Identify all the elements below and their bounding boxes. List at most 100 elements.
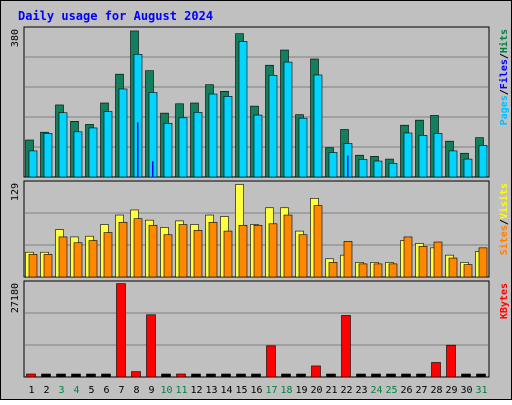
legend-item: Hits xyxy=(498,29,510,53)
bar-kbytes xyxy=(401,373,411,378)
bar-sites xyxy=(238,224,248,278)
panel-visits-sites: 129 Sites/Visits xyxy=(10,180,510,278)
bar-files xyxy=(88,127,98,178)
bar-files xyxy=(418,135,428,178)
bar-files xyxy=(238,41,248,178)
x-tick-label: 23 xyxy=(355,385,367,396)
bar-pages xyxy=(347,155,349,177)
x-tick-label: 12 xyxy=(190,385,202,396)
x-tick-label: 14 xyxy=(220,385,232,396)
bar-files xyxy=(28,150,38,178)
x-tick-label: 15 xyxy=(235,385,247,396)
bar-files xyxy=(283,61,293,178)
bar-files xyxy=(403,132,413,178)
x-tick-label: 4 xyxy=(73,385,79,396)
bar-sites xyxy=(88,240,98,278)
bar-sites xyxy=(298,234,308,278)
bar-kbytes xyxy=(431,362,441,378)
x-tick-label: 30 xyxy=(460,385,472,396)
bar-files xyxy=(118,88,128,178)
bar-kbytes xyxy=(56,373,66,378)
legend-item: Sites xyxy=(498,225,510,255)
x-tick-label: 3 xyxy=(58,385,64,396)
panel-frame xyxy=(23,280,490,378)
bar-sites xyxy=(388,263,398,278)
bar-kbytes xyxy=(26,373,36,378)
bar-kbytes xyxy=(341,315,351,378)
bar-kbytes xyxy=(251,373,261,378)
panel-legend: Pages/Files/Hits xyxy=(498,29,510,125)
bar-files xyxy=(208,93,218,178)
x-tick-label: 24 xyxy=(370,385,382,396)
bar-files xyxy=(253,114,263,178)
bar-files xyxy=(73,131,83,178)
x-tick-label: 27 xyxy=(415,385,427,396)
bar-kbytes xyxy=(281,373,291,378)
bar-kbytes xyxy=(161,373,171,378)
bar-files xyxy=(358,159,368,178)
bar-sites xyxy=(343,240,353,278)
panel-legend: Sites/Visits xyxy=(498,183,510,255)
bar-sites xyxy=(478,247,488,278)
x-tick-label: 13 xyxy=(205,385,217,396)
bar-kbytes xyxy=(371,373,381,378)
x-tick-label: 31 xyxy=(475,385,487,396)
x-tick-label: 2 xyxy=(43,385,49,396)
bar-kbytes xyxy=(146,314,156,378)
bar-files xyxy=(163,122,173,178)
x-tick-labels: 1 2 3 4 5 6 7 8 9 10 11 12 13 14 15 16 17 18 19 20 21 22 23 24 2… xyxy=(28,385,487,396)
bar-kbytes xyxy=(311,365,321,378)
panel-legend: KBytes xyxy=(499,283,510,319)
x-tick-label: 19 xyxy=(295,385,307,396)
bar-files xyxy=(388,163,398,178)
x-tick-label: 21 xyxy=(325,385,337,396)
legend-separator: / xyxy=(499,89,510,95)
bar-sites xyxy=(283,214,293,278)
bar-sites xyxy=(163,234,173,278)
bar-kbytes xyxy=(266,345,276,378)
bar-sites xyxy=(103,232,113,278)
bar-sites xyxy=(118,222,128,278)
bar-sites xyxy=(133,218,143,278)
bar-pages xyxy=(152,161,154,177)
legend-item: Pages xyxy=(499,95,510,125)
bar-files xyxy=(328,152,338,178)
x-tick-label: 6 xyxy=(103,385,109,396)
bar-sites xyxy=(433,241,443,278)
bar-sites xyxy=(328,262,338,278)
bar-kbytes xyxy=(86,373,96,378)
bar-files xyxy=(373,160,383,178)
x-tick-label: 22 xyxy=(340,385,352,396)
x-tick-label: 28 xyxy=(430,385,442,396)
bar-files xyxy=(223,96,233,178)
bar-kbytes xyxy=(296,373,306,378)
x-tick-label: 18 xyxy=(280,385,292,396)
bar-files xyxy=(43,133,53,178)
bar-kbytes xyxy=(236,373,246,378)
bar-sites xyxy=(418,246,428,278)
bar-kbytes xyxy=(71,373,81,378)
legend-item: Files xyxy=(498,59,510,89)
bar-kbytes xyxy=(131,371,141,378)
x-tick-label: 8 xyxy=(133,385,139,396)
bar-files xyxy=(298,117,308,178)
bar-sites xyxy=(223,230,233,278)
x-tick-label: 10 xyxy=(160,385,172,396)
bar-files xyxy=(478,145,488,178)
x-tick-label: 9 xyxy=(148,385,154,396)
bar-kbytes xyxy=(41,373,51,378)
bar-files xyxy=(463,158,473,178)
bar-kbytes xyxy=(221,373,231,378)
x-tick-label: 17 xyxy=(265,385,277,396)
bar-kbytes xyxy=(176,373,186,378)
panel-kbytes: 27180 KBytes xyxy=(10,280,510,378)
bar-files xyxy=(193,112,203,178)
bar-files xyxy=(58,112,68,178)
x-tick-label: 7 xyxy=(118,385,124,396)
bar-sites xyxy=(193,230,203,278)
bar-sites xyxy=(448,257,458,278)
bar-sites xyxy=(403,236,413,278)
legend-item: Visits xyxy=(498,183,510,219)
bar-kbytes xyxy=(116,283,126,378)
